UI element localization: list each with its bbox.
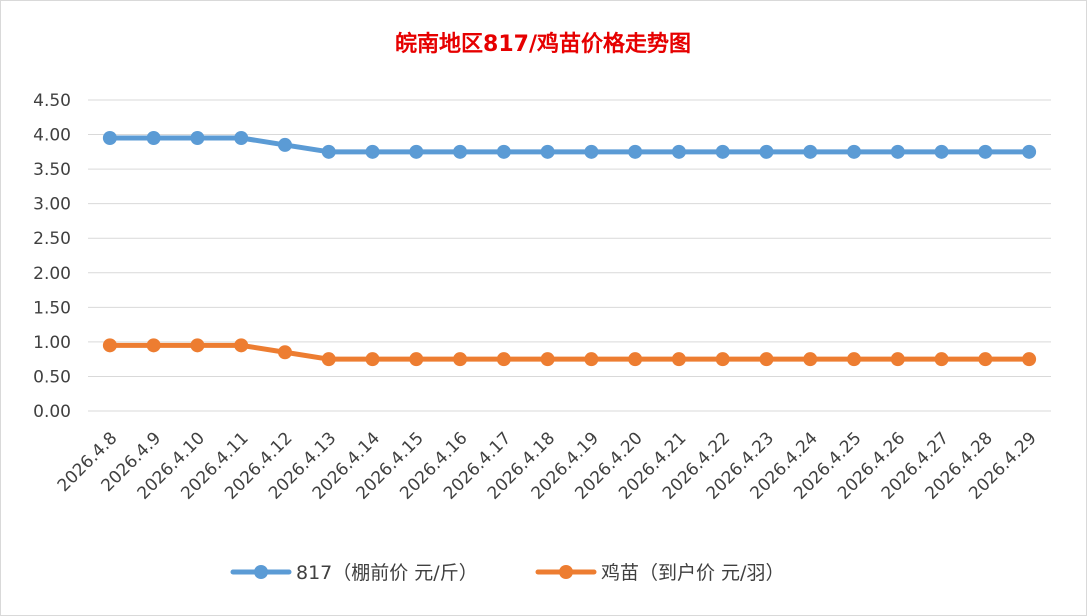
data-point <box>365 144 380 159</box>
y-tick-label: 2.50 <box>33 229 71 249</box>
data-point <box>190 338 205 353</box>
data-point <box>847 144 862 159</box>
data-point <box>803 144 818 159</box>
data-point <box>496 352 511 367</box>
data-point <box>321 352 336 367</box>
legend-item-1: 817（棚前价 元/斤） <box>230 562 478 584</box>
legend: 817（棚前价 元/斤） 鸡苗（到户价 元/羽） <box>230 562 784 584</box>
y-axis-tick-labels: 0.00 0.50 1.00 1.50 2.00 2.50 3.00 3.50 4.00 4.50 <box>33 91 71 422</box>
data-point <box>978 144 993 159</box>
chart-title: 皖南地区817/鸡苗价格走势图 <box>395 31 691 57</box>
data-point <box>715 144 730 159</box>
data-point <box>496 144 511 159</box>
data-point <box>540 144 555 159</box>
data-point <box>453 352 468 367</box>
legend-item-2: 鸡苗（到户价 元/羽） <box>535 562 784 584</box>
data-point <box>365 352 380 367</box>
data-point <box>671 144 686 159</box>
gridlines <box>88 99 1051 412</box>
data-point <box>277 137 292 152</box>
series-line <box>107 135 1032 155</box>
data-point <box>321 144 336 159</box>
data-point <box>890 144 905 159</box>
data-point <box>628 144 643 159</box>
data-point <box>978 352 993 367</box>
legend-marker <box>559 565 573 579</box>
series-1 <box>102 131 1037 159</box>
data-point <box>234 131 249 146</box>
data-point <box>234 338 249 353</box>
y-tick-label: 0.00 <box>33 402 71 422</box>
y-tick-label: 3.50 <box>33 160 71 180</box>
data-point <box>759 144 774 159</box>
y-tick-label: 3.00 <box>33 195 71 215</box>
data-point <box>453 144 468 159</box>
y-tick-label: 2.00 <box>33 264 71 284</box>
data-point <box>102 338 117 353</box>
series-2 <box>102 338 1037 367</box>
data-point <box>409 352 424 367</box>
data-point <box>540 352 555 367</box>
data-point <box>934 144 949 159</box>
data-point <box>584 144 599 159</box>
data-point <box>759 352 774 367</box>
data-point <box>277 345 292 360</box>
data-point <box>1022 144 1037 159</box>
data-point <box>671 352 686 367</box>
data-point <box>190 131 205 146</box>
legend-label: 817（棚前价 元/斤） <box>296 562 478 584</box>
legend-label: 鸡苗（到户价 元/羽） <box>601 562 784 584</box>
data-point <box>934 352 949 367</box>
y-tick-label: 1.00 <box>33 333 71 353</box>
y-tick-label: 4.00 <box>33 126 71 146</box>
y-tick-label: 4.50 <box>33 91 71 111</box>
legend-marker <box>254 565 268 579</box>
data-point <box>584 352 599 367</box>
data-point <box>890 352 905 367</box>
data-point <box>847 352 862 367</box>
data-point <box>628 352 643 367</box>
data-point <box>146 131 161 146</box>
data-point <box>146 338 161 353</box>
y-tick-label: 0.50 <box>33 367 71 387</box>
data-point <box>409 144 424 159</box>
series-layer <box>102 131 1037 367</box>
data-point <box>803 352 818 367</box>
series-line <box>107 342 1032 362</box>
data-point <box>1022 352 1037 367</box>
y-tick-label: 1.50 <box>33 298 71 318</box>
data-point <box>715 352 730 367</box>
data-point <box>102 131 117 146</box>
